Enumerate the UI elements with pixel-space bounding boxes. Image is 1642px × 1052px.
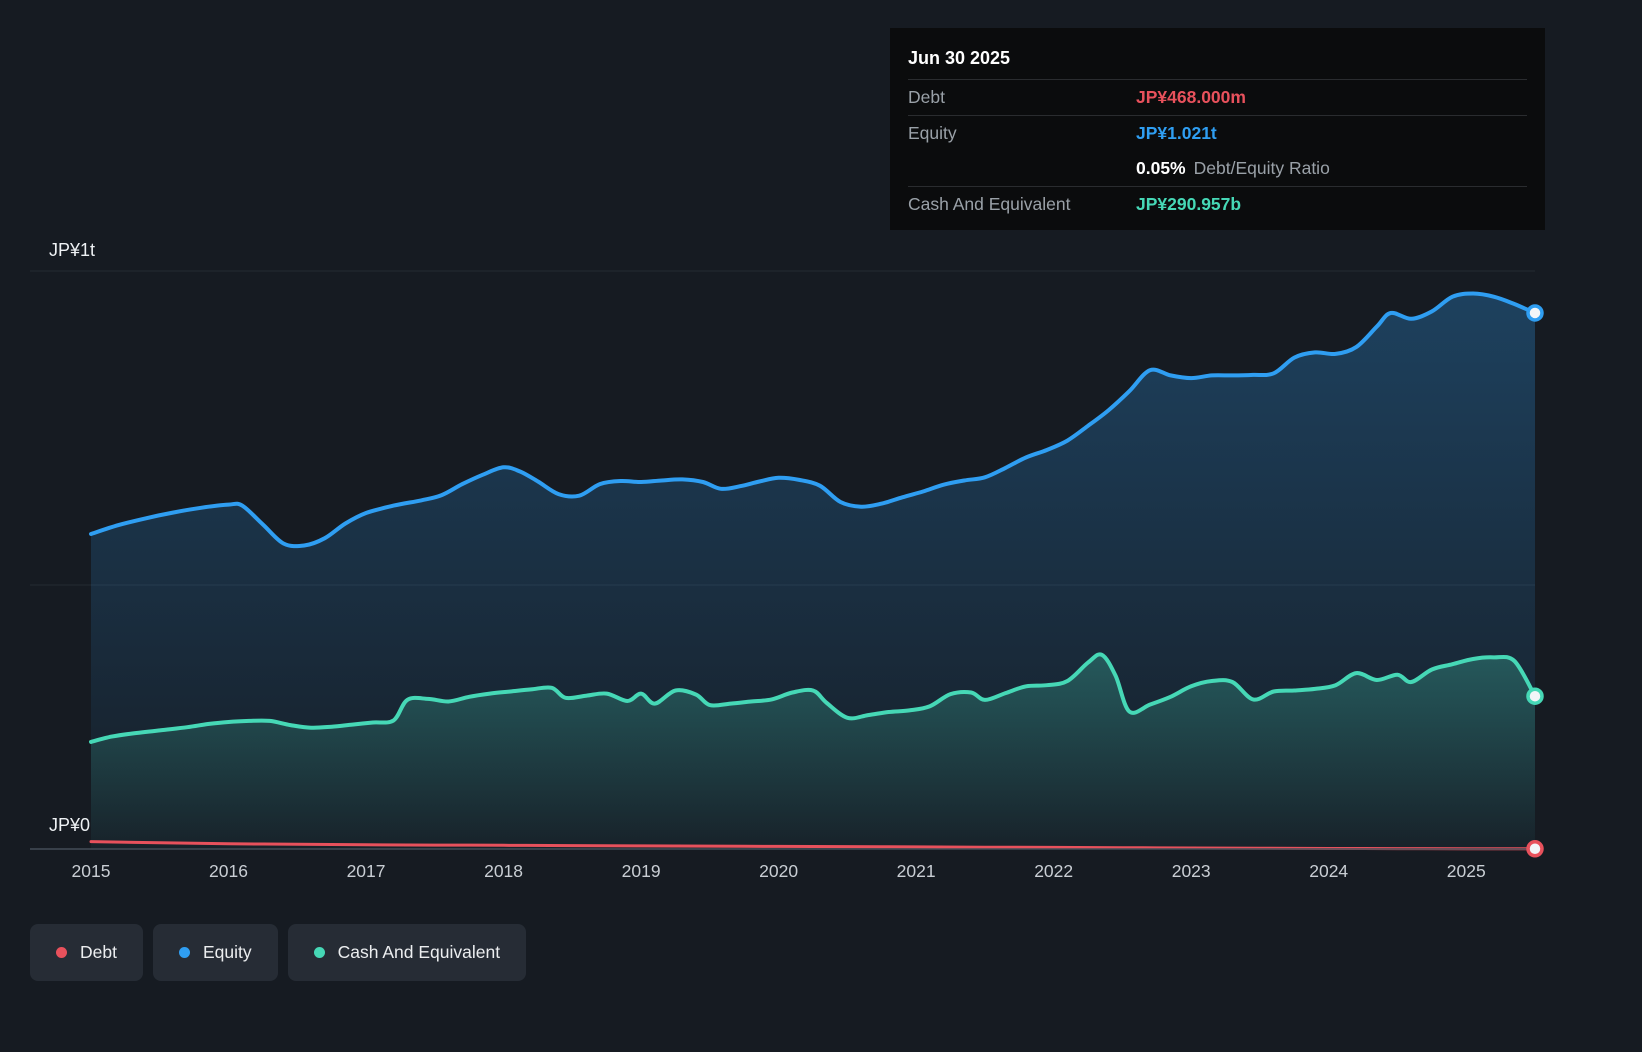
cash-and-equivalent-line [89, 652, 1537, 744]
x-tick-2023: 2023 [1171, 861, 1211, 881]
x-tick-2015: 2015 [71, 861, 111, 881]
tooltip-label-debt: Debt [908, 87, 945, 107]
x-tick-2021: 2021 [896, 861, 936, 881]
legend-label-debt: Debt [80, 942, 117, 962]
x-tick-2016: 2016 [209, 861, 248, 881]
tooltip-value-equity: JP¥1.021t [1136, 123, 1217, 143]
tooltip-value-debt: JP¥468.000m [1136, 87, 1246, 107]
y-axis-label-top: JP¥1t [49, 240, 96, 260]
chart-legend: Debt Equity Cash And Equivalent [30, 924, 527, 981]
chart-tooltip: Jun 30 2025 Debt JP¥468.000m Equity JP¥1.02… [890, 28, 1545, 230]
tooltip-label-cash-and-equivalent: Cash And Equivalent [908, 194, 1071, 214]
legend-item-cash[interactable]: Cash And Equivalent [287, 924, 527, 981]
debt-dot-icon [56, 947, 67, 958]
tooltip-value-debt-equity-ratio: 0.05% [1136, 158, 1186, 178]
x-tick-2025: 2025 [1446, 861, 1486, 881]
x-tick-2020: 2020 [759, 861, 799, 881]
legend-label-equity: Equity [202, 942, 252, 962]
cash-dot-icon [313, 947, 325, 958]
x-tick-2017: 2017 [346, 861, 386, 881]
tooltip-row-equity: Equity JP¥1.021t [908, 115, 1527, 151]
debt-endpoint-marker [1526, 840, 1544, 858]
tooltip-row-debt: Debt JP¥468.000m [908, 79, 1527, 115]
tooltip-suffix-debt-equity-ratio: Debt/Equity Ratio [1193, 158, 1330, 178]
tooltip-label-equity: Equity [908, 123, 957, 143]
legend-label-cash: Cash And Equivalent [337, 942, 501, 962]
x-tick-2024: 2024 [1309, 861, 1349, 881]
cash-and-equivalent-endpoint-marker [1526, 687, 1544, 705]
equity-dot-icon [178, 947, 190, 958]
x-tick-2019: 2019 [621, 861, 661, 881]
tooltip-row-cash-and-equivalent: Cash And Equivalent JP¥290.957b [908, 186, 1527, 222]
y-axis-label-zero: JP¥0 [49, 815, 91, 835]
equity-endpoint-marker [1526, 304, 1544, 322]
tooltip-row-debt-equity-ratio: 0.05% Debt/Equity Ratio [908, 151, 1527, 186]
x-tick-2018: 2018 [484, 861, 524, 881]
tooltip-date: Jun 30 2025 [908, 48, 1011, 68]
equity-line [89, 291, 1537, 549]
tooltip-rows: Debt JP¥468.000m Equity JP¥1.021t 0.05% Debt/… [908, 79, 1527, 222]
x-tick-2022: 2022 [1034, 861, 1074, 881]
legend-item-debt[interactable]: Debt [30, 924, 143, 981]
legend-item-equity[interactable]: Equity [152, 924, 278, 981]
tooltip-value-cash-and-equivalent: JP¥290.957b [1136, 194, 1242, 214]
